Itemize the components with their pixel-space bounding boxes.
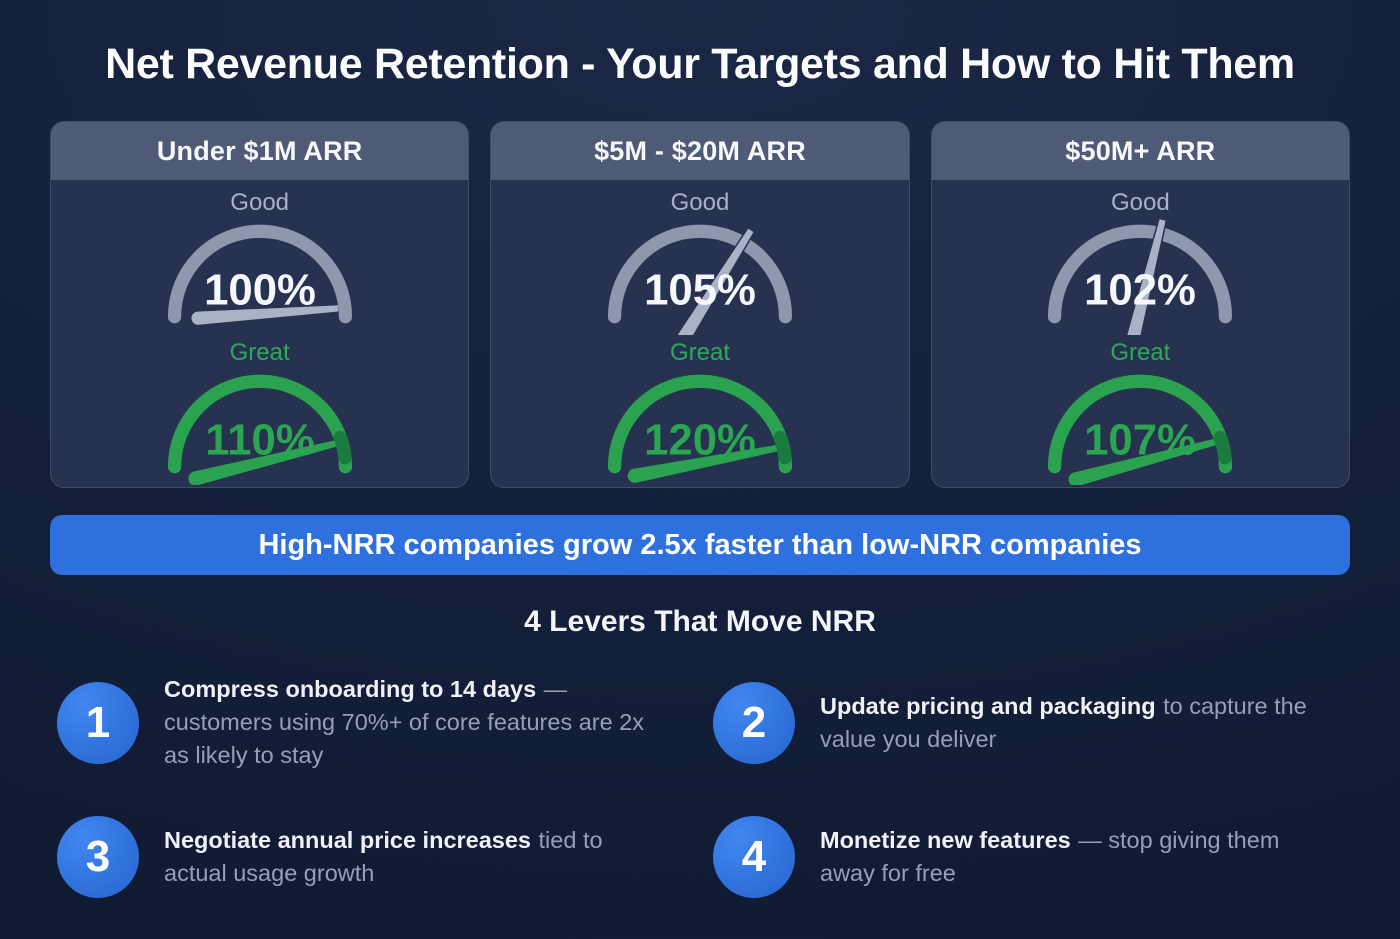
great-gauge: 110% xyxy=(167,374,352,485)
gauge-needle xyxy=(191,305,338,325)
lever-item-1: 1 Compress onboarding to 14 days — custom… xyxy=(50,673,706,772)
arr-card-5m-20m: $5M - $20M ARR Good 105% Great 120% xyxy=(490,121,910,488)
great-gauge: 107% xyxy=(1048,374,1233,485)
lever-text: Monetize new features — stop giving them … xyxy=(820,824,1325,890)
great-gauge: 120% xyxy=(607,374,793,483)
good-label: Good xyxy=(670,189,730,216)
lever-number-badge: 3 xyxy=(57,816,139,898)
gauge-value: 120% xyxy=(644,415,756,464)
good-label: Good xyxy=(230,189,290,216)
good-gauge: 105% xyxy=(607,224,793,335)
arr-cards-row: Under $1M ARR Good 100% Great 110% $5M -… xyxy=(50,121,1350,488)
lever-item-3: 3 Negotiate annual price increases tied t… xyxy=(50,816,706,898)
lever-bold-text: Update pricing and packaging xyxy=(820,692,1156,719)
highlight-banner: High-NRR companies grow 2.5x faster than… xyxy=(50,515,1350,575)
lever-text: Update pricing and packaging to capture t… xyxy=(820,690,1325,756)
lever-number-badge: 4 xyxy=(713,816,795,898)
gauge-value: 105% xyxy=(644,265,756,314)
gauge-arc xyxy=(607,374,793,474)
good-label: Good xyxy=(1110,189,1170,216)
great-label: Great xyxy=(1110,339,1171,366)
gauge-needle-tip xyxy=(773,430,792,465)
gauge-needle-tip xyxy=(333,430,352,465)
great-label: Great xyxy=(229,339,290,366)
gauge-needle xyxy=(188,438,344,485)
lever-item-4: 4 Monetize new features — stop giving the… xyxy=(706,816,1350,898)
gauge-arc xyxy=(607,224,793,324)
good-gauge: 100% xyxy=(167,224,352,325)
page-title: Net Revenue Retention - Your Targets and… xyxy=(105,40,1295,88)
gauge-value: 100% xyxy=(204,265,316,314)
lever-bold-text: Compress onboarding to 14 days xyxy=(164,676,537,702)
gauge-arc xyxy=(1048,224,1233,324)
gauge-value: 107% xyxy=(1084,415,1196,464)
gauge-arc xyxy=(167,374,352,474)
lever-bold-text: Negotiate annual price increases xyxy=(164,827,532,853)
good-gauge: 102% xyxy=(1048,217,1233,335)
arr-card-50m-plus: $50M+ ARR Good 102% Great 107% xyxy=(930,121,1350,488)
card-header: $5M - $20M ARR xyxy=(491,122,909,180)
lever-rest-text: tied to actual usage growth xyxy=(164,827,603,886)
lever-number-badge: 2 xyxy=(713,681,795,764)
lever-item-2: 2 Update pricing and packaging to capture… xyxy=(706,673,1350,772)
great-label: Great xyxy=(669,339,730,366)
gauge-needle xyxy=(674,226,756,335)
lever-rest-text: — stop giving them away for free xyxy=(820,827,1280,886)
levers-heading: 4 Levers That Move NRR xyxy=(524,605,876,638)
lever-rest-text: — customers using 70%+ of core features … xyxy=(164,676,645,768)
lever-text: Compress onboarding to 14 days — customer… xyxy=(164,673,669,772)
levers-grid: 1 Compress onboarding to 14 days — custom… xyxy=(50,673,1350,898)
gauge-arc xyxy=(1048,374,1233,474)
gauge-needle xyxy=(627,443,786,483)
gauge-value: 110% xyxy=(205,415,314,464)
gauge-needle-tip xyxy=(1213,430,1232,465)
gauge-value: 102% xyxy=(1084,265,1196,314)
lever-text: Negotiate annual price increases tied to … xyxy=(164,824,669,890)
gauge-arc xyxy=(167,224,352,324)
gauge-needle xyxy=(1068,436,1225,485)
gauge-needle xyxy=(1123,217,1168,335)
lever-bold-text: Monetize new features xyxy=(820,827,1071,853)
arr-card-under-1m: Under $1M ARR Good 100% Great 110% xyxy=(50,121,470,488)
card-header: $50M+ ARR xyxy=(931,122,1349,180)
lever-number-badge: 1 xyxy=(57,681,139,764)
card-header: Under $1M ARR xyxy=(51,122,469,180)
lever-rest-text: to capture the value you deliver xyxy=(820,692,1307,752)
